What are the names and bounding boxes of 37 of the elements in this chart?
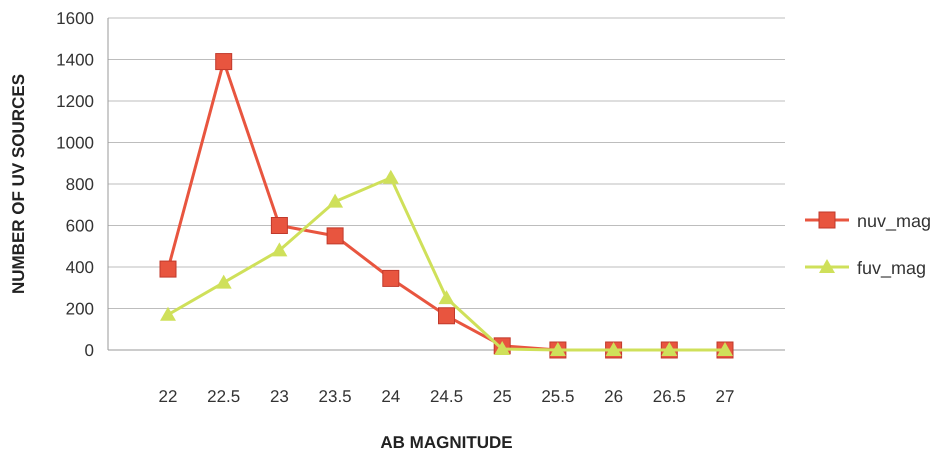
x-tick-label: 24 bbox=[381, 387, 400, 406]
y-tick-label: 600 bbox=[66, 216, 94, 236]
point bbox=[326, 227, 344, 244]
y-axis-title: NUMBER OF UV SOURCES bbox=[9, 74, 28, 294]
legend-label: nuv_mag bbox=[857, 211, 932, 231]
y-tick-label: 1200 bbox=[56, 92, 94, 111]
point bbox=[438, 307, 455, 324]
x-tick-label: 22.5 bbox=[207, 387, 240, 406]
x-tick-label: 24.5 bbox=[430, 387, 464, 406]
x-tick-label: 25.5 bbox=[541, 387, 574, 406]
point bbox=[216, 274, 232, 289]
y-tick-label: 1400 bbox=[56, 50, 94, 70]
y-tick-label: 0 bbox=[84, 341, 94, 360]
point bbox=[160, 306, 176, 321]
point bbox=[270, 217, 288, 234]
y-tick-label: 200 bbox=[66, 300, 94, 318]
point bbox=[438, 290, 454, 304]
x-tick-label: 27 bbox=[716, 387, 734, 406]
x-tick-label: 23.5 bbox=[318, 387, 352, 406]
x-tick-label: 22 bbox=[158, 387, 178, 406]
point bbox=[327, 194, 344, 208]
y-tick-label: 1600 bbox=[56, 9, 94, 28]
x-tick-label: 26.5 bbox=[652, 387, 686, 406]
point bbox=[160, 260, 176, 278]
y-tick-label: 1000 bbox=[56, 134, 94, 152]
point bbox=[382, 270, 400, 287]
point bbox=[271, 242, 288, 256]
legend-label: fuv_mag bbox=[857, 258, 926, 278]
x-tick-label: 25 bbox=[492, 387, 512, 406]
y-tick-label: 400 bbox=[66, 258, 94, 277]
point bbox=[382, 170, 399, 184]
x-tick-label: 23 bbox=[270, 387, 289, 406]
y-tick-label: 800 bbox=[66, 175, 94, 194]
point bbox=[215, 53, 232, 70]
x-tick-label: 26 bbox=[604, 387, 624, 406]
x-axis-title: AB MAGNITUDE bbox=[380, 433, 513, 452]
point bbox=[494, 340, 510, 355]
